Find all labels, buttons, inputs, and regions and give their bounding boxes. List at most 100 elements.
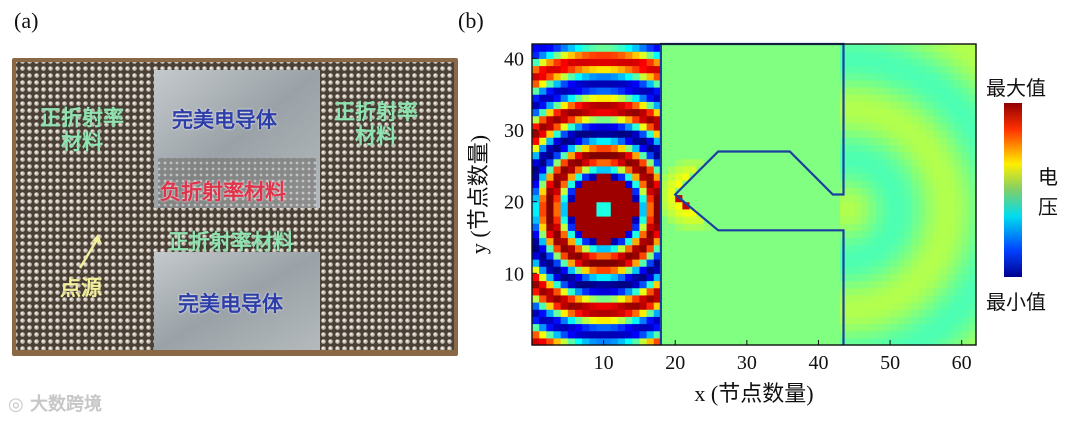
label-pos-left: 正折射率 材料 <box>40 106 124 154</box>
heatmap-cell <box>675 58 683 67</box>
heatmap-cell <box>703 201 712 210</box>
heatmap-cell <box>660 330 669 339</box>
heatmap-cell <box>725 208 734 217</box>
heatmap-cell <box>582 94 590 102</box>
heatmap-cell <box>775 151 784 160</box>
heatmap-cell <box>847 223 855 231</box>
heatmap-cell <box>847 201 855 210</box>
heatmap-cell <box>954 201 963 210</box>
heatmap-cell <box>947 173 956 181</box>
heatmap-cell <box>703 330 712 339</box>
heatmap-cell <box>696 302 705 310</box>
heatmap-cell <box>768 330 777 339</box>
heatmap-cell <box>617 94 626 102</box>
heatmap-cell <box>861 323 870 332</box>
heatmap-cell <box>811 251 820 260</box>
heatmap-cell <box>546 323 555 332</box>
heatmap-cell <box>947 280 956 289</box>
heatmap-cell <box>617 130 626 138</box>
heatmap-cell <box>625 230 633 239</box>
heatmap-cell <box>968 237 977 246</box>
heatmap-cell <box>718 65 726 74</box>
heatmap-cell <box>832 216 841 224</box>
heatmap-cell <box>703 230 712 239</box>
heatmap-cell <box>925 115 934 124</box>
heatmap-cell <box>947 302 956 310</box>
heatmap-cell <box>703 115 712 124</box>
heatmap-cell <box>539 51 547 59</box>
heatmap-cell <box>696 280 705 289</box>
heatmap-cell <box>804 115 812 124</box>
heatmap-cell <box>660 237 669 246</box>
heatmap-cell <box>610 216 619 224</box>
heatmap-cell <box>839 216 848 224</box>
heatmap-cell <box>574 65 583 74</box>
heatmap-cell <box>789 122 798 131</box>
heatmap-cell <box>825 173 834 181</box>
heatmap-cell <box>532 72 540 81</box>
heatmap-cell <box>890 237 898 246</box>
heatmap-cell <box>711 216 719 224</box>
heatmap-cell <box>639 259 648 267</box>
heatmap-cell <box>703 287 712 296</box>
heatmap-cell <box>660 316 669 325</box>
heatmap-cell <box>711 72 719 81</box>
heatmap-cell <box>933 72 941 81</box>
heatmap-cell <box>596 65 605 74</box>
heatmap-cell <box>746 173 755 181</box>
heatmap-cell <box>589 108 598 117</box>
heatmap-cell <box>832 137 841 145</box>
heatmap-cell <box>610 330 619 339</box>
heatmap-cell <box>954 94 963 102</box>
heatmap-cell <box>639 187 648 196</box>
heatmap-cell <box>668 101 676 110</box>
heatmap-cell <box>539 180 547 188</box>
heatmap-cell <box>567 122 576 131</box>
heatmap-cell <box>911 180 920 188</box>
heatmap-cell <box>847 165 855 174</box>
heatmap-cell <box>560 273 569 282</box>
heatmap-cell <box>961 302 970 310</box>
heatmap-cell <box>796 87 805 95</box>
heatmap-cell <box>646 51 655 59</box>
heatmap-cell <box>625 94 633 102</box>
heatmap-cell <box>725 294 734 303</box>
heatmap-cell <box>796 79 805 88</box>
heatmap-cell <box>854 79 863 88</box>
heatmap-cell <box>847 122 855 131</box>
heatmap-cell <box>918 51 927 59</box>
heatmap-cell <box>560 309 569 317</box>
heatmap-cell <box>754 316 762 325</box>
heatmap-cell <box>804 273 812 282</box>
heatmap-cell <box>925 259 934 267</box>
heatmap-cell <box>832 230 841 239</box>
heatmap-cell <box>646 230 655 239</box>
heatmap-cell <box>782 337 791 346</box>
heatmap-cell <box>918 137 927 145</box>
heatmap-cell <box>574 208 583 217</box>
heatmap-cell <box>761 101 769 110</box>
heatmap-cell <box>947 65 956 74</box>
heatmap-cell <box>596 151 605 160</box>
heatmap-cell <box>718 244 726 253</box>
heatmap-cell <box>890 194 898 203</box>
heatmap-cell <box>646 287 655 296</box>
heatmap-cell <box>617 65 626 74</box>
heatmap-cell <box>682 87 691 95</box>
heatmap-cell <box>632 244 641 253</box>
heatmap-cell <box>954 158 963 167</box>
heatmap-cell <box>875 72 884 81</box>
heatmap-cell <box>933 259 941 267</box>
heatmap-cell <box>954 294 963 303</box>
heatmap-cell <box>653 287 662 296</box>
heatmap-cell <box>703 302 712 310</box>
heatmap-cell <box>832 165 841 174</box>
heatmap-cell <box>639 223 648 231</box>
heatmap-cell <box>617 208 626 217</box>
heatmap-cell <box>861 65 870 74</box>
heatmap-cell <box>746 137 755 145</box>
heatmap-cell <box>532 216 540 224</box>
heatmap-cell <box>761 223 769 231</box>
heatmap-cell <box>682 208 691 217</box>
heatmap-cell <box>546 51 555 59</box>
